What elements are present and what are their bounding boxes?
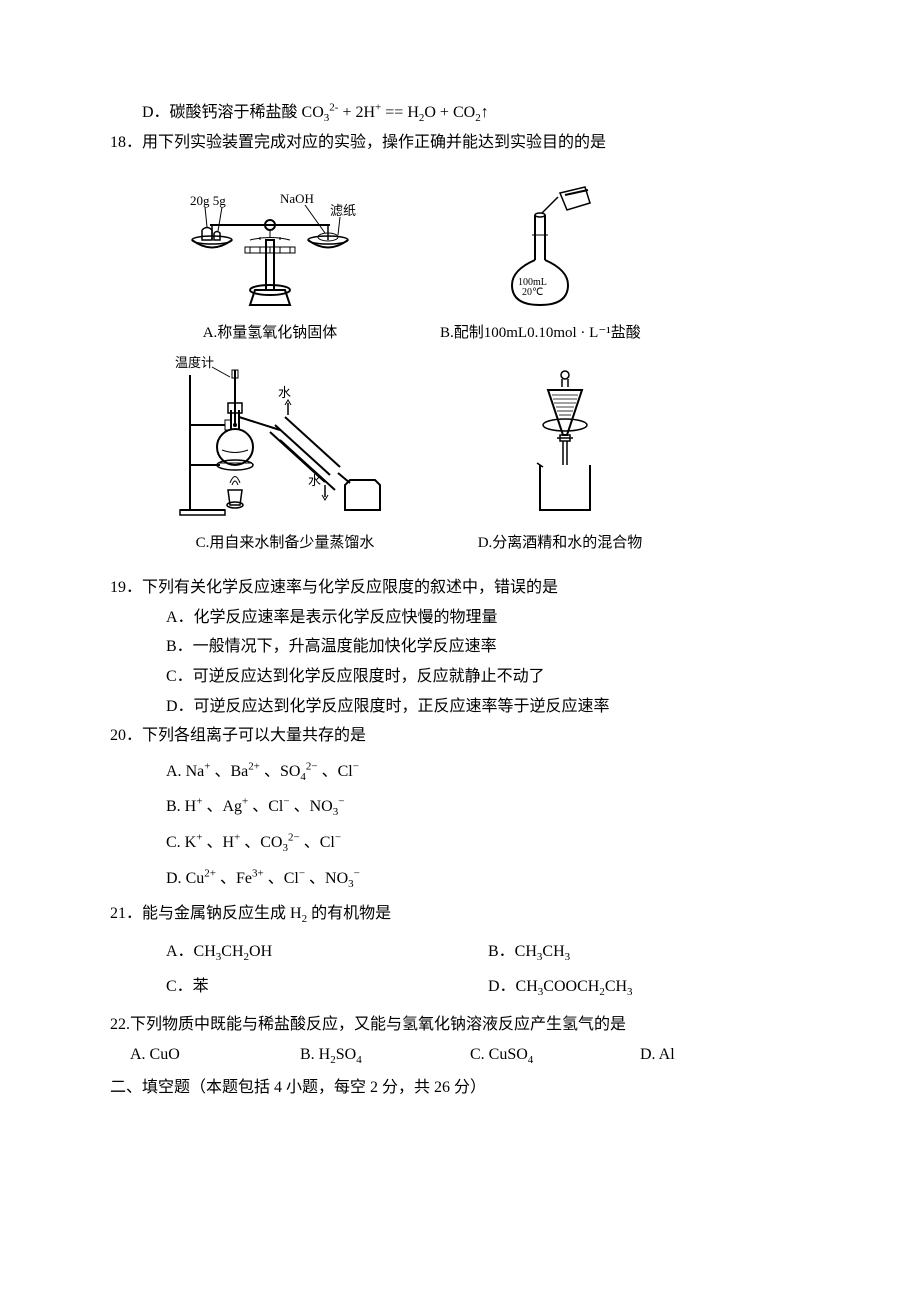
filter-paper-label: 滤纸 [330, 203, 356, 218]
q17-option-d: D．碳酸钙溶于稀盐酸 CO32- + 2H+ == H2O + CO2↑ [110, 100, 810, 126]
q22-number: 22. [110, 1016, 130, 1033]
q22-option-b: B. H2SO4 [300, 1042, 470, 1068]
fig-a-caption: A.称量氢氧化钠固体 [203, 321, 338, 345]
q20-option-a: A. Na+ 、Ba2+ 、SO42− 、Cl− [110, 759, 810, 785]
q20-stem: 20．下列各组离子可以大量共存的是 [110, 723, 810, 749]
section-2-header: 二、填空题（本题包括 4 小题，每空 2 分，共 26 分） [110, 1075, 810, 1101]
q22-option-c: C. CuSO4 [470, 1042, 640, 1068]
separating-funnel-icon [470, 355, 650, 525]
q19-number: 19． [110, 579, 142, 596]
weight-label: 20g 5g [190, 193, 226, 208]
q18-figure-a: 20g 5g NaOH 滤纸 A.称 [170, 185, 370, 345]
q18-number: 18． [110, 134, 142, 151]
q21-option-a: A．CH3CH2OH [166, 939, 488, 965]
q21-option-c: C．苯 [166, 974, 488, 1000]
q20-option-c: C. K+ 、H+ 、CO32− 、Cl− [110, 830, 810, 856]
q19-option-c: C．可逆反应达到化学反应限度时，反应就静止不动了 [110, 664, 810, 690]
q19-stem: 19．下列有关化学反应速率与化学反应限度的叙述中，错误的是 [110, 575, 810, 601]
q18-figure-d: D.分离酒精和水的混合物 [470, 355, 650, 555]
distillation-icon: 温度计 水 水 [170, 355, 400, 525]
q18-figures: 20g 5g NaOH 滤纸 A.称 [170, 185, 810, 555]
water-label-2: 水 [308, 473, 321, 488]
naoh-label: NaOH [280, 191, 314, 206]
q18-figure-c: 温度计 水 水 [170, 355, 400, 555]
q20-number: 20． [110, 727, 142, 744]
balance-scale-icon: 20g 5g NaOH 滤纸 [170, 185, 370, 315]
q18-figure-b: 100mL 20℃ B.配制100mL0.10mol · L⁻¹盐酸 [440, 185, 641, 345]
q19-option-d: D．可逆反应达到化学反应限度时，正反应速率等于逆反应速率 [110, 694, 810, 720]
volumetric-flask-icon: 100mL 20℃ [440, 185, 640, 315]
q19-option-b: B．一般情况下，升高温度能加快化学反应速率 [110, 634, 810, 660]
q20-option-d: D. Cu2+ 、Fe3+ 、Cl− 、NO3− [110, 866, 810, 892]
fig-d-caption: D.分离酒精和水的混合物 [478, 531, 643, 555]
q18-stem: 18．用下列实验装置完成对应的实验，操作正确并能达到实验目的的是 [110, 130, 810, 156]
q22-option-a: A. CuO [130, 1042, 300, 1068]
q21-stem: 21．能与金属钠反应生成 H2 的有机物是 [110, 901, 810, 927]
q20-text: 下列各组离子可以大量共存的是 [142, 727, 366, 744]
q18-text: 用下列实验装置完成对应的实验，操作正确并能达到实验目的的是 [142, 134, 606, 151]
q22-text: 下列物质中既能与稀盐酸反应，又能与氢氧化钠溶液反应产生氢气的是 [130, 1016, 626, 1033]
q19-text: 下列有关化学反应速率与化学反应限度的叙述中，错误的是 [142, 579, 558, 596]
fig-c-caption: C.用自来水制备少量蒸馏水 [196, 531, 375, 555]
q20-option-b: B. H+ 、Ag+ 、Cl− 、NO3− [110, 794, 810, 820]
flask-temp-label: 20℃ [522, 287, 543, 298]
q21-option-b: B．CH3CH3 [488, 939, 810, 965]
q22-stem: 22.下列物质中既能与稀盐酸反应，又能与氢氧化钠溶液反应产生氢气的是 [110, 1012, 810, 1038]
q21-option-d: D．CH3COOCH2CH3 [488, 974, 810, 1000]
q17d-text: D．碳酸钙溶于稀盐酸 CO [142, 104, 324, 121]
q22-option-d: D. Al [640, 1042, 810, 1068]
thermometer-label: 温度计 [175, 355, 214, 370]
q21-number: 21． [110, 905, 142, 922]
water-label-1: 水 [278, 385, 291, 400]
fig-b-caption: B.配制100mL0.10mol · L⁻¹盐酸 [440, 321, 641, 345]
q19-option-a: A．化学反应速率是表示化学反应快慢的物理量 [110, 605, 810, 631]
